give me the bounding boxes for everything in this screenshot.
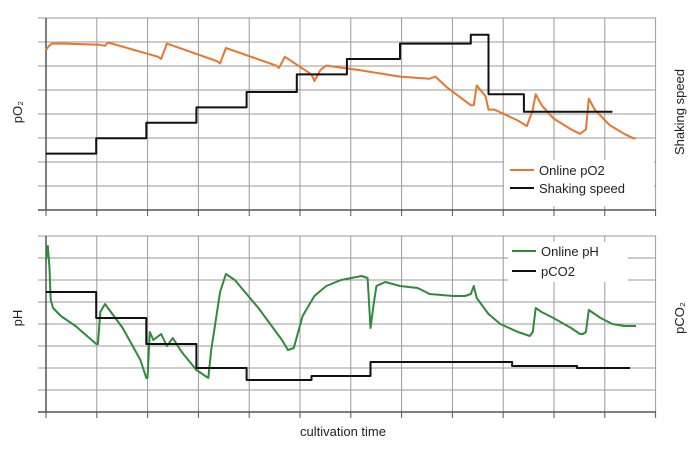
series-line-pco2 — [46, 291, 631, 381]
top-right-axis-label: Shaking speed — [672, 69, 687, 155]
top-panel — [38, 17, 657, 216]
series-line-online-ph — [45, 245, 636, 379]
bottom-panel — [38, 235, 657, 418]
series-line-online-po2 — [45, 41, 636, 140]
bottom-left-axis-label: pH — [10, 310, 25, 327]
x-axis-label: cultivation time — [300, 424, 386, 439]
top-legend-box — [504, 160, 654, 206]
bottom-legend-box — [508, 242, 628, 282]
top-left-axis-label: pO₂ — [10, 101, 25, 123]
series-line-shaking-speed — [46, 33, 613, 155]
legend-label-online-po2: Online pO2 — [539, 163, 605, 178]
bottom-legend: Online pH pCO2 — [508, 242, 628, 282]
bottom-right-axis-label: pCO₂ — [672, 302, 687, 334]
top-legend: Online pO2 Shaking speed — [504, 160, 654, 206]
legend-label-online-ph: Online pH — [541, 244, 599, 259]
legend-label-shaking-speed: Shaking speed — [539, 181, 625, 196]
legend-label-pco2: pCO2 — [541, 264, 575, 279]
